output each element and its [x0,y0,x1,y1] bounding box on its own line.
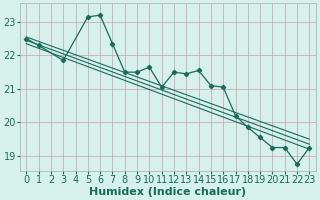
X-axis label: Humidex (Indice chaleur): Humidex (Indice chaleur) [89,187,246,197]
